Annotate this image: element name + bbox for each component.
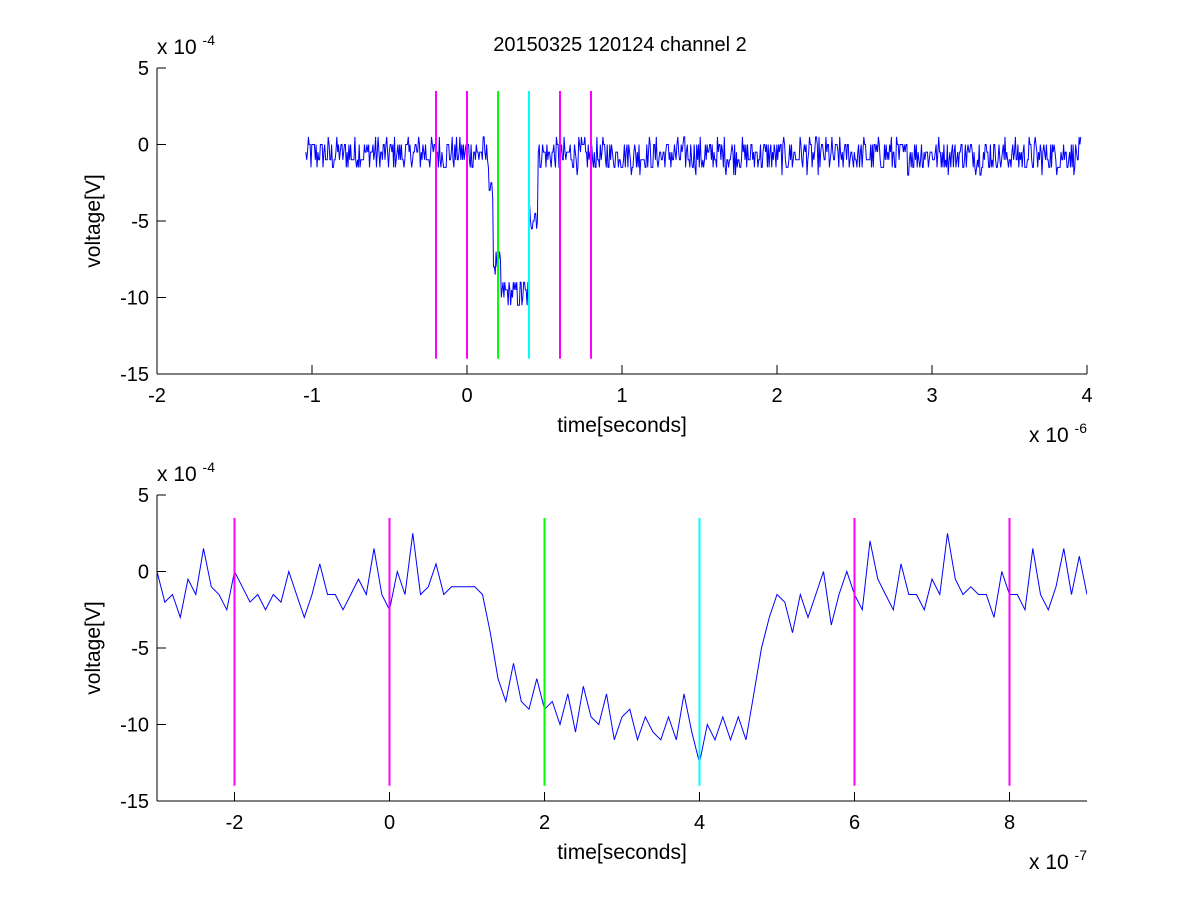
y-axis-label: voltage[V] xyxy=(82,601,105,694)
x-tick-label: 3 xyxy=(926,385,937,407)
y-axis-label: voltage[V] xyxy=(82,174,105,267)
x-tick-label: 4 xyxy=(1081,385,1092,407)
x-tick-label: 0 xyxy=(461,385,472,407)
x-tick-label: 2 xyxy=(771,385,782,407)
y-tick-label: -15 xyxy=(120,791,149,813)
y-tick-label: -10 xyxy=(120,715,149,737)
y-tick-label: -5 xyxy=(131,211,149,233)
x-tick-label: 4 xyxy=(694,812,705,834)
y-tick-label: -10 xyxy=(120,288,149,310)
x-exponent-value: -7 xyxy=(1075,847,1088,863)
axes-bottom: -2 0 2 4 6 8 5 0 -5 -10 -15 time[seconds] voltage[V]… xyxy=(82,459,1087,874)
x-axis-label: time[seconds] xyxy=(557,414,687,437)
y-tick-label: 5 xyxy=(138,58,149,80)
y-exponent-value: -4 xyxy=(203,32,216,48)
figure-title: 20150325 120124 channel 2 xyxy=(493,34,747,56)
x-tick-label: 8 xyxy=(1004,812,1015,834)
y-tick-label: 5 xyxy=(138,485,149,507)
x-axis-label: time[seconds] xyxy=(557,841,687,864)
y-tick-label: 0 xyxy=(138,135,149,157)
axes-top: -2 -1 0 1 2 3 450-5-10-15time[seconds]voltage[… xyxy=(82,32,1093,447)
y-tick-label: -15 xyxy=(120,364,149,386)
series-line xyxy=(157,533,1087,763)
y-tick-label: 0 xyxy=(138,562,149,584)
x-exponent-value: -6 xyxy=(1075,420,1088,436)
x-tick-label: 0 xyxy=(384,812,395,834)
y-tick-label: -5 xyxy=(131,638,149,660)
x-tick-label: -2 xyxy=(148,385,166,407)
x-tick-label: -1 xyxy=(303,385,321,407)
x-tick-label: 6 xyxy=(849,812,860,834)
x-tick-label: 1 xyxy=(616,385,627,407)
y-exponent-value: -4 xyxy=(203,459,216,475)
x-tick-label: 2 xyxy=(539,812,550,834)
x-tick-label: -2 xyxy=(226,812,244,834)
